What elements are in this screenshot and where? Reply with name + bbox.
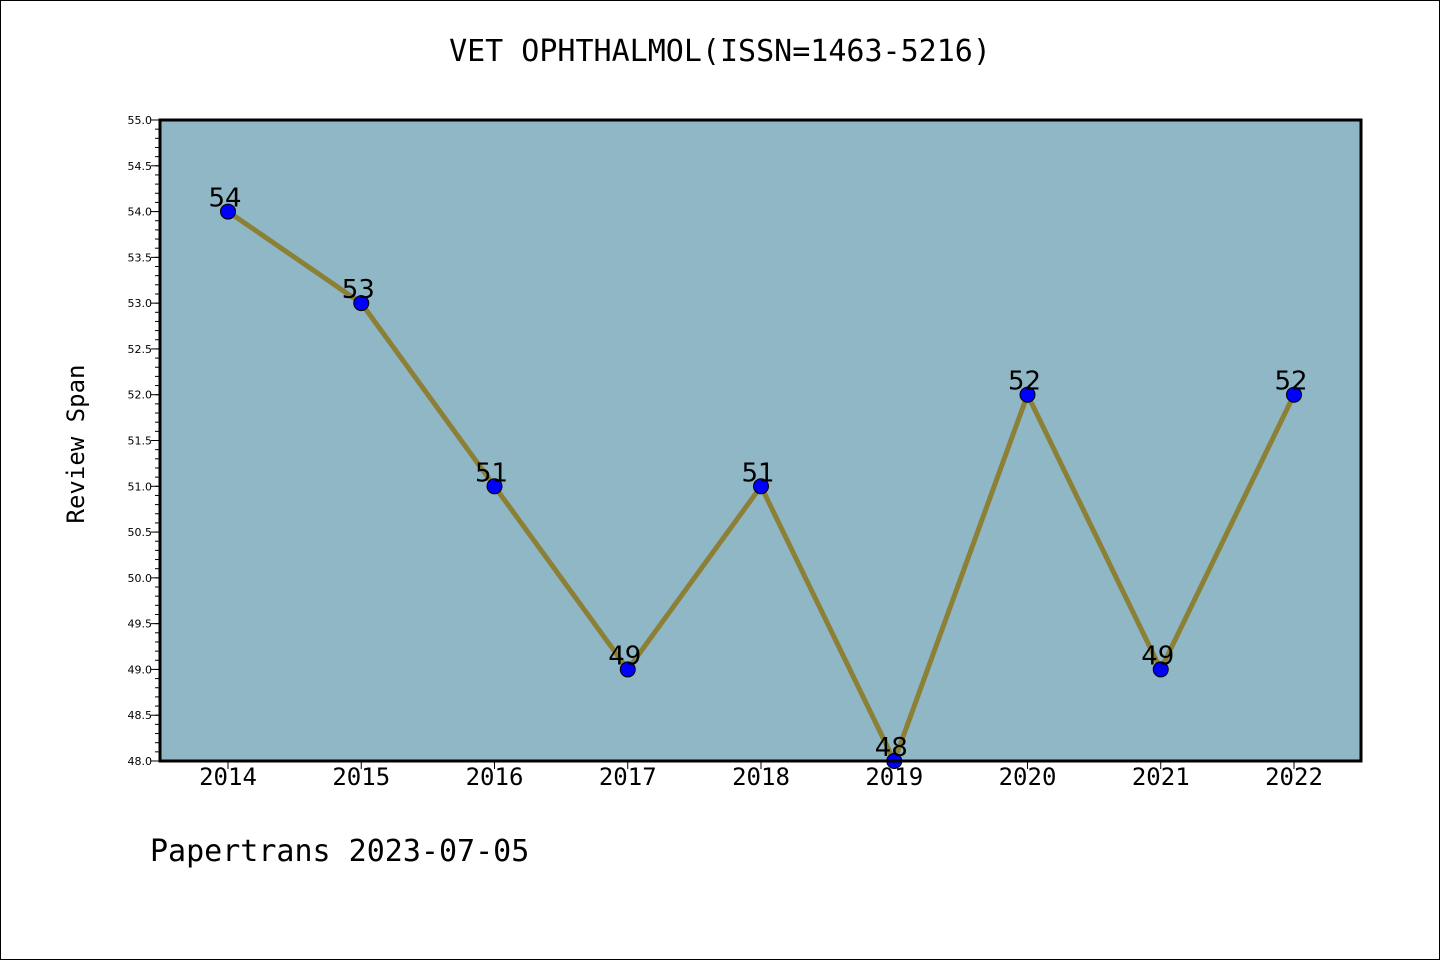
x-tick-label: 2017	[599, 763, 657, 791]
x-tick-label: 2015	[332, 763, 390, 791]
y-tick-label: 48.5	[128, 709, 153, 722]
y-tick-label: 53.0	[128, 297, 153, 310]
y-tick-label: 51.5	[128, 435, 153, 448]
y-tick-label: 55.0	[128, 114, 153, 127]
x-tick-label: 2016	[466, 763, 524, 791]
y-tick-label: 52.5	[128, 343, 153, 356]
x-tick-label: 2021	[1132, 763, 1190, 791]
data-point	[486, 478, 503, 495]
data-label: 51	[475, 458, 508, 488]
x-tick-label: 2022	[1265, 763, 1323, 791]
y-tick-label: 51.0	[128, 480, 153, 493]
data-label: 49	[608, 641, 641, 671]
x-tick-label: 2018	[732, 763, 790, 791]
y-axis-ticks: 48.0 48.5 49.0 49.5 50.0 50.5 51.0 51.5 52.0 52.5…	[128, 114, 160, 768]
data-label: 53	[342, 275, 375, 305]
data-label: 51	[741, 458, 774, 488]
x-tick-label: 2014	[199, 763, 257, 791]
y-tick-label: 49.0	[128, 663, 153, 676]
plot-area	[160, 120, 1361, 761]
y-tick-label: 54.5	[128, 160, 153, 173]
data-point	[1152, 661, 1169, 678]
y-tick-label: 54.0	[128, 206, 153, 219]
data-point	[220, 203, 236, 220]
data-point	[1286, 386, 1302, 403]
y-tick-label: 50.5	[128, 526, 153, 539]
y-tick-label: 49.5	[128, 618, 153, 631]
chart-title: VET OPHTHALMOL(ISSN=1463-5216)	[449, 34, 991, 69]
y-tick-label: 53.5	[128, 251, 153, 264]
data-point	[353, 295, 370, 312]
x-tick-label: 2020	[999, 763, 1057, 791]
data-label: 49	[1141, 641, 1174, 671]
plot-border	[158, 118, 1363, 763]
y-tick-label: 50.0	[128, 572, 153, 585]
data-label: 52	[1274, 367, 1307, 397]
x-axis-ticks: 2014 2015 2016 2017 2018 2019 2020 2021 2022	[199, 761, 1323, 791]
y-tick-label: 52.0	[128, 389, 153, 402]
data-label: 48	[875, 733, 908, 763]
data-point	[1019, 386, 1036, 403]
data-point	[753, 478, 769, 495]
data-label: 54	[208, 184, 241, 214]
footer-credit: Papertrans 2023-07-05	[150, 834, 530, 869]
data-point	[619, 661, 636, 678]
data-labels: 54 53 51 49 51 48 52 49 52	[208, 184, 1307, 763]
data-label: 52	[1008, 367, 1041, 397]
y-tick-label: 48.0	[128, 755, 153, 768]
